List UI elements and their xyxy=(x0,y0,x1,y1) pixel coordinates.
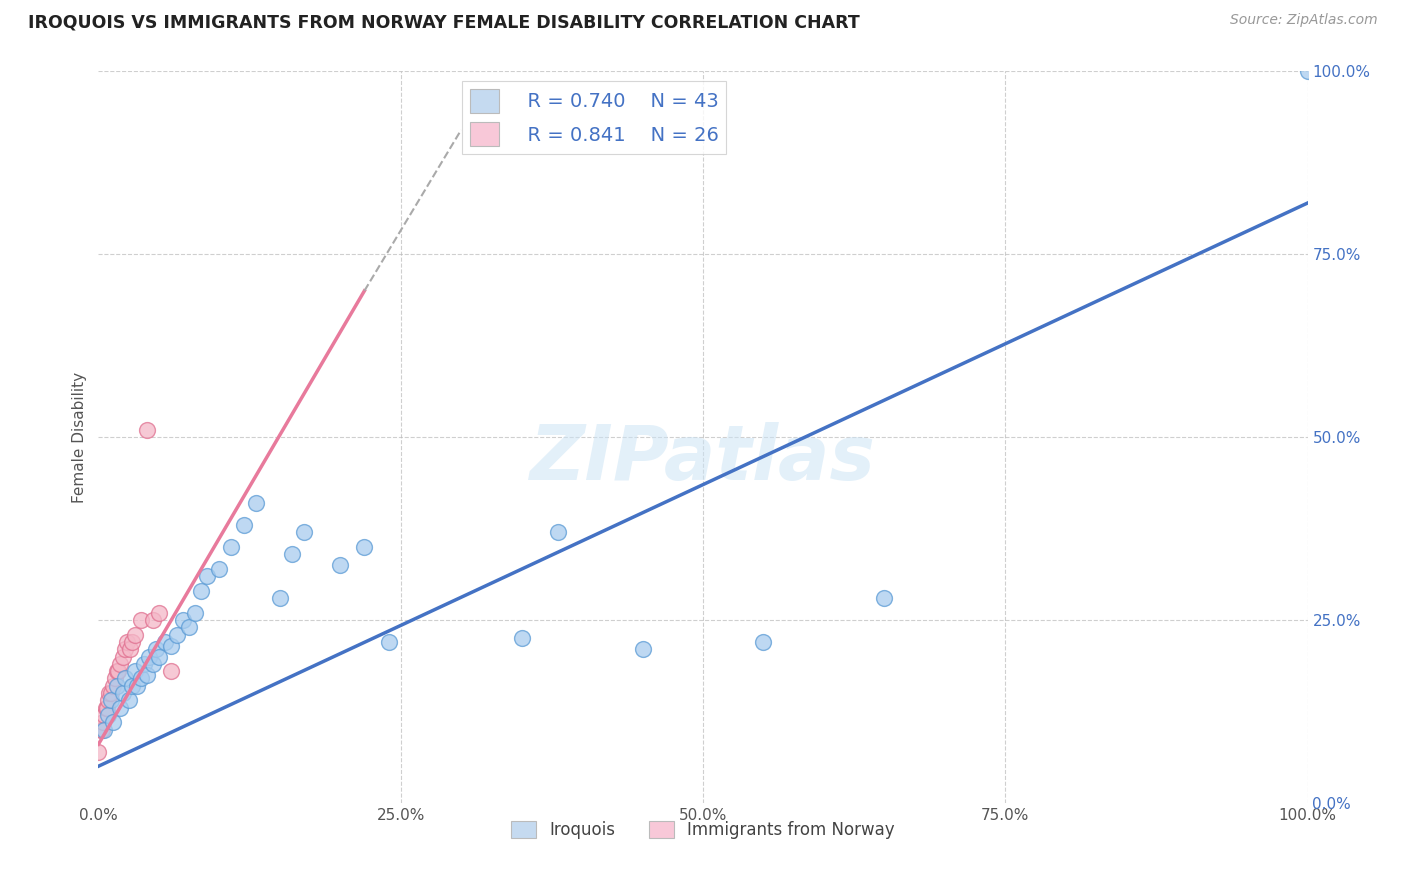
Point xyxy=(100,693,122,707)
Point xyxy=(510,632,533,646)
Point xyxy=(142,657,165,671)
Point xyxy=(114,642,136,657)
Point xyxy=(292,525,315,540)
Text: Source: ZipAtlas.com: Source: ZipAtlas.com xyxy=(1230,13,1378,28)
Point xyxy=(118,642,141,657)
Point xyxy=(184,606,207,620)
Point xyxy=(160,639,183,653)
Point xyxy=(100,686,122,700)
Point xyxy=(104,672,127,686)
Point xyxy=(114,672,136,686)
Point xyxy=(752,635,775,649)
Text: IROQUOIS VS IMMIGRANTS FROM NORWAY FEMALE DISABILITY CORRELATION CHART: IROQUOIS VS IMMIGRANTS FROM NORWAY FEMAL… xyxy=(28,13,860,31)
Point xyxy=(90,723,112,737)
Point xyxy=(190,583,212,598)
Point xyxy=(138,649,160,664)
Point xyxy=(353,540,375,554)
Point xyxy=(117,635,139,649)
Point xyxy=(547,525,569,540)
Point xyxy=(127,679,149,693)
Point xyxy=(105,664,128,678)
Point xyxy=(135,667,157,681)
Point xyxy=(105,679,128,693)
Point xyxy=(281,547,304,561)
Point xyxy=(135,423,157,437)
Point xyxy=(195,569,218,583)
Point xyxy=(166,627,188,641)
Legend: Iroquois, Immigrants from Norway: Iroquois, Immigrants from Norway xyxy=(505,814,901,846)
Point xyxy=(873,591,896,605)
Point xyxy=(145,642,167,657)
Point xyxy=(329,558,352,573)
Point xyxy=(94,700,117,714)
Point xyxy=(108,657,131,671)
Point xyxy=(98,686,121,700)
Point xyxy=(172,613,194,627)
Point xyxy=(111,649,134,664)
Point xyxy=(245,496,267,510)
Point xyxy=(101,715,124,730)
Point xyxy=(93,708,115,723)
Point xyxy=(160,664,183,678)
Point xyxy=(179,620,201,634)
Point xyxy=(101,679,124,693)
Point xyxy=(118,693,141,707)
Point xyxy=(129,672,152,686)
Text: ZIPatlas: ZIPatlas xyxy=(530,422,876,496)
Point xyxy=(124,627,146,641)
Point xyxy=(121,679,143,693)
Point xyxy=(208,562,231,576)
Point xyxy=(91,723,114,737)
Point xyxy=(269,591,291,605)
Point xyxy=(96,700,118,714)
Point xyxy=(97,708,120,723)
Point xyxy=(232,517,254,532)
Point xyxy=(91,715,114,730)
Point xyxy=(87,745,110,759)
Point xyxy=(129,613,152,627)
Point xyxy=(148,649,170,664)
Point xyxy=(93,723,115,737)
Point xyxy=(107,664,129,678)
Point xyxy=(142,613,165,627)
Point xyxy=(1296,64,1319,78)
Point xyxy=(631,642,654,657)
Y-axis label: Female Disability: Female Disability xyxy=(72,371,87,503)
Point xyxy=(97,693,120,707)
Point xyxy=(124,664,146,678)
Point xyxy=(377,635,399,649)
Point xyxy=(148,606,170,620)
Point xyxy=(153,635,176,649)
Point xyxy=(221,540,243,554)
Point xyxy=(121,635,143,649)
Point xyxy=(108,700,131,714)
Point xyxy=(111,686,134,700)
Point xyxy=(134,657,156,671)
